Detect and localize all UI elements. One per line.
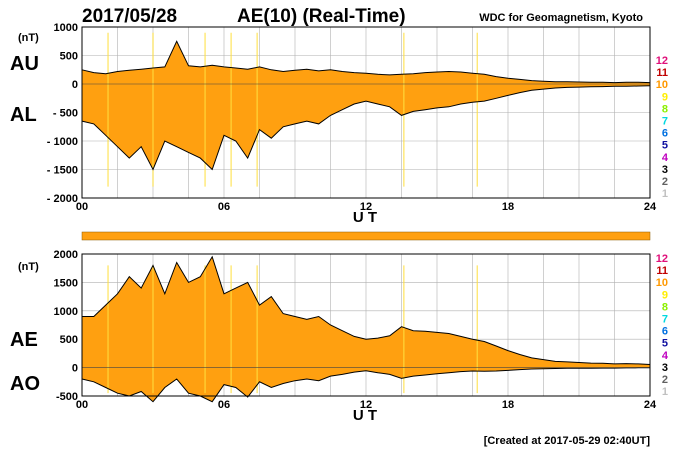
y-tick-label: 500 <box>60 51 78 63</box>
ae-ao-data <box>81 255 651 403</box>
legend-station-1: 1 <box>662 188 668 200</box>
legend-station-7: 7 <box>662 314 668 326</box>
au-al-y-ticks: 1000 500 0 - 500 - 1000 - 1500 - 2000 <box>47 22 78 205</box>
legend-station-9: 9 <box>662 91 668 103</box>
band-fill <box>82 256 650 402</box>
legend-station-10: 10 <box>656 79 668 91</box>
data-source: WDC for Geomagnetism, Kyoto <box>479 12 643 24</box>
legend-station-7: 7 <box>662 116 668 128</box>
y-tick-label: 0 <box>72 363 78 375</box>
legend-station-5: 5 <box>662 338 668 350</box>
legend-station-4: 4 <box>662 152 669 164</box>
legend-station-2: 2 <box>662 374 668 386</box>
ae-label: AE <box>10 329 38 351</box>
al-label: AL <box>10 104 37 126</box>
ae-ao-x-axis-label: U T <box>353 407 377 424</box>
y-tick-label: 1000 <box>54 22 78 34</box>
au-label: AU <box>10 53 39 75</box>
ae-ao-frame <box>81 253 651 397</box>
y-tick-label: 2000 <box>54 249 78 261</box>
x-tick-label: 06 <box>218 399 230 411</box>
series-line-au <box>81 40 651 84</box>
legend-station-11: 11 <box>656 265 668 277</box>
plot-date: 2017/05/28 <box>82 6 177 27</box>
legend-station-4: 4 <box>662 350 669 362</box>
legend-station-2: 2 <box>662 176 668 188</box>
legend-station-8: 8 <box>662 301 668 313</box>
created-timestamp: [Created at 2017-05-29 02:40UT] <box>484 435 651 447</box>
x-tick-label: 12 <box>360 399 372 411</box>
x-tick-label: 18 <box>502 201 514 213</box>
ae-ao-unit-label: (nT) <box>18 261 39 273</box>
series-line-al <box>81 85 651 171</box>
legend-station-6: 6 <box>662 128 668 140</box>
legend-station-6: 6 <box>662 326 668 338</box>
y-tick-label: 0 <box>72 79 78 91</box>
x-tick-label: 24 <box>644 201 657 213</box>
ao-label: AO <box>10 373 40 395</box>
plot-title: AE(10) (Real-Time) <box>237 6 406 27</box>
y-tick-label: 1000 <box>54 306 78 318</box>
au-al-unit-label: (nT) <box>18 32 39 44</box>
legend-station-9: 9 <box>662 289 668 301</box>
au-al-data <box>81 32 651 187</box>
y-tick-label: 1500 <box>54 277 78 289</box>
legend-station-10: 10 <box>656 277 668 289</box>
legend-station-8: 8 <box>662 103 668 115</box>
legend-station-1: 1 <box>662 386 668 398</box>
y-tick-label: 500 <box>60 334 78 346</box>
au-al-frame <box>81 26 651 199</box>
y-tick-label: - 1500 <box>47 165 78 177</box>
ae-ao-x-ticks: 00 06 12 18 24 <box>76 399 657 411</box>
x-tick-label: 18 <box>502 399 514 411</box>
legend-station-3: 3 <box>662 362 668 374</box>
series-line-ao <box>81 367 650 403</box>
band-fill <box>82 41 650 170</box>
series-line-ae <box>82 255 651 365</box>
au-al-x-ticks: 00 06 12 18 24 <box>76 201 657 213</box>
x-tick-label: 12 <box>360 201 372 213</box>
data-coverage-bar <box>81 231 651 241</box>
x-tick-label: 00 <box>76 201 88 213</box>
ae-ao-y-ticks: 2000 1500 1000 500 0 -500 <box>54 249 78 403</box>
legend-station-11: 11 <box>656 67 668 79</box>
legend-station-12: 12 <box>656 55 668 67</box>
x-tick-label: 06 <box>218 201 230 213</box>
legend-station-12: 12 <box>656 253 668 265</box>
y-tick-label: - 500 <box>53 108 78 120</box>
y-tick-label: - 2000 <box>47 193 78 205</box>
x-tick-label: 24 <box>644 399 657 411</box>
x-tick-label: 00 <box>76 399 88 411</box>
legend-station-3: 3 <box>662 164 668 176</box>
y-tick-label: - 1000 <box>47 136 78 148</box>
y-tick-label: -500 <box>56 391 78 403</box>
au-al-x-axis-label: U T <box>353 209 377 226</box>
legend-station-5: 5 <box>662 140 668 152</box>
